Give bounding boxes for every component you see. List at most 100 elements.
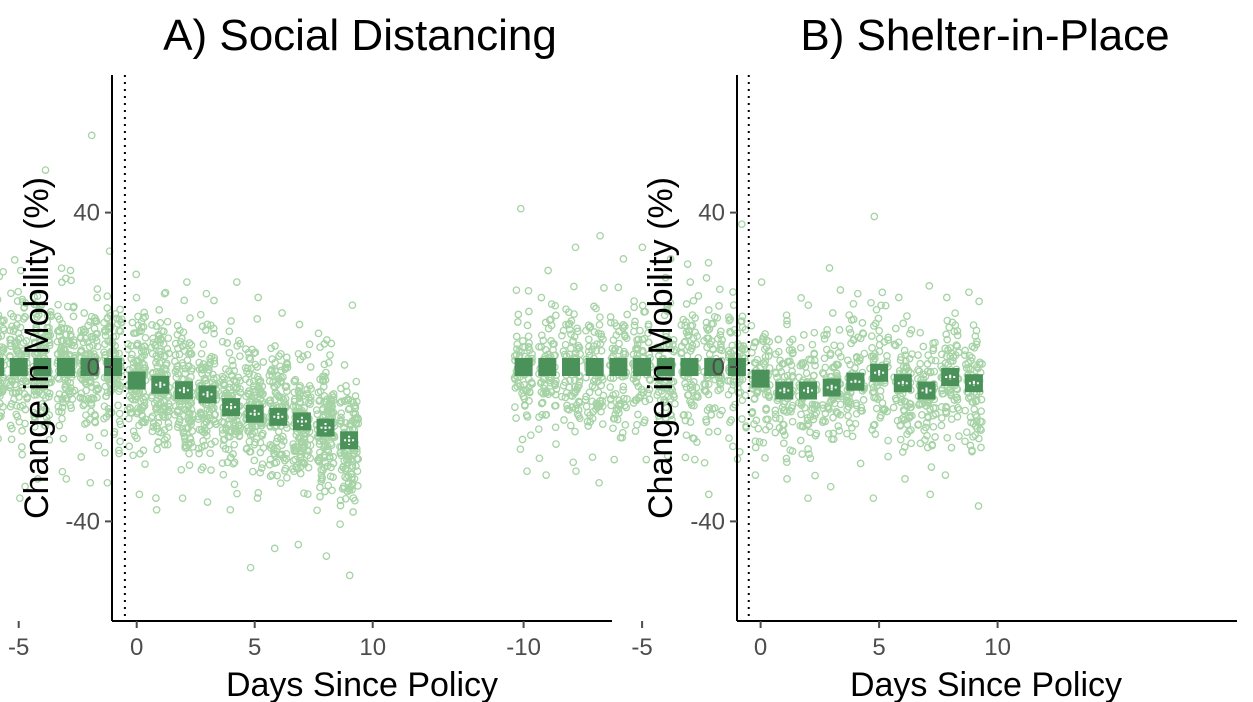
observation-point — [831, 342, 837, 348]
observation-point — [519, 436, 525, 442]
observation-point — [772, 407, 778, 413]
observation-point — [976, 298, 982, 304]
observation-point — [89, 132, 95, 138]
y-tick-label: 0 — [87, 354, 100, 381]
daily-mean-marker — [538, 358, 556, 376]
observation-point — [682, 454, 688, 460]
observation-point — [337, 521, 343, 527]
observation-point — [855, 291, 861, 297]
daily-mean-marker — [128, 372, 146, 390]
observation-point — [353, 378, 359, 384]
observation-point — [917, 361, 923, 367]
observation-point — [568, 422, 574, 428]
observation-point — [561, 417, 567, 423]
observation-point — [600, 421, 606, 427]
observation-point — [512, 404, 518, 410]
panel-title: B) Shelter-in-Place — [800, 11, 1169, 60]
observation-point — [86, 434, 92, 440]
observation-point — [126, 416, 132, 422]
y-tick-label: -40 — [690, 508, 725, 535]
observation-point — [526, 308, 532, 314]
observation-point — [204, 499, 210, 505]
observation-point — [322, 488, 328, 494]
observation-point — [952, 310, 958, 316]
observation-point — [126, 443, 132, 449]
observation-point — [56, 422, 62, 428]
observation-point — [926, 283, 932, 289]
x-axis-title: Days Since Policy — [226, 666, 498, 702]
observation-point — [515, 311, 521, 317]
observation-point — [944, 435, 950, 441]
observation-point — [597, 314, 603, 320]
observation-point — [226, 350, 232, 356]
observation-point — [570, 459, 576, 465]
observation-point — [572, 428, 578, 434]
observation-point — [811, 330, 817, 336]
observation-point — [917, 440, 923, 446]
observation-point — [917, 330, 923, 336]
observation-point — [257, 449, 263, 455]
observation-point — [879, 289, 885, 295]
observation-point — [59, 279, 65, 285]
observation-point — [94, 295, 100, 301]
observation-point — [915, 367, 921, 373]
observation-point — [809, 342, 815, 348]
observation-point — [798, 437, 804, 443]
observation-point — [837, 287, 843, 293]
observation-point — [186, 462, 192, 468]
observation-point — [173, 374, 179, 380]
observation-point — [845, 413, 851, 419]
observation-point — [207, 450, 213, 456]
observation-point — [803, 370, 809, 376]
observation-point — [739, 397, 745, 403]
observation-point — [349, 302, 355, 308]
observation-point — [868, 300, 874, 306]
observation-point — [857, 460, 863, 466]
observation-point — [514, 333, 520, 339]
observation-point — [228, 318, 234, 324]
observation-point — [524, 468, 530, 474]
observation-point — [615, 284, 621, 290]
observation-point — [954, 414, 960, 420]
observation-point — [684, 261, 690, 267]
observation-point — [181, 297, 187, 303]
observation-point — [975, 503, 981, 509]
observation-point — [179, 495, 185, 501]
observation-point — [591, 329, 597, 335]
observation-point — [8, 290, 14, 296]
observation-point — [611, 456, 617, 462]
observation-point — [730, 289, 736, 295]
observation-point — [186, 450, 192, 456]
observation-point — [115, 402, 121, 408]
observation-point — [203, 291, 209, 297]
panel-shelter-in-place: B) Shelter-in-Place -10 -5 0 5 10 -40040 Day… — [506, 11, 1237, 702]
observation-point — [695, 293, 701, 299]
observation-point — [536, 426, 542, 432]
observation-point — [622, 422, 628, 428]
observation-point — [129, 319, 135, 325]
observation-point — [553, 441, 559, 447]
observation-point — [752, 472, 758, 478]
observation-point — [284, 475, 290, 481]
observation-point — [730, 443, 736, 449]
observation-point — [966, 289, 972, 295]
observation-point — [717, 286, 723, 292]
observation-point — [705, 260, 711, 266]
observation-point — [924, 361, 930, 367]
observation-point — [572, 244, 578, 250]
observation-point — [826, 265, 832, 271]
observation-point — [938, 422, 944, 428]
x-tick-label: -5 — [8, 634, 29, 661]
observation-point — [900, 320, 906, 326]
x-tick-label: 10 — [984, 634, 1011, 661]
x-tick-label: -5 — [631, 634, 652, 661]
observation-point — [543, 472, 549, 478]
observation-point — [970, 322, 976, 328]
observation-point — [801, 332, 807, 338]
observation-point — [184, 279, 190, 285]
observation-point — [859, 320, 865, 326]
observation-point — [807, 429, 813, 435]
observation-point — [683, 301, 689, 307]
observation-point — [837, 343, 843, 349]
observation-point — [781, 440, 787, 446]
